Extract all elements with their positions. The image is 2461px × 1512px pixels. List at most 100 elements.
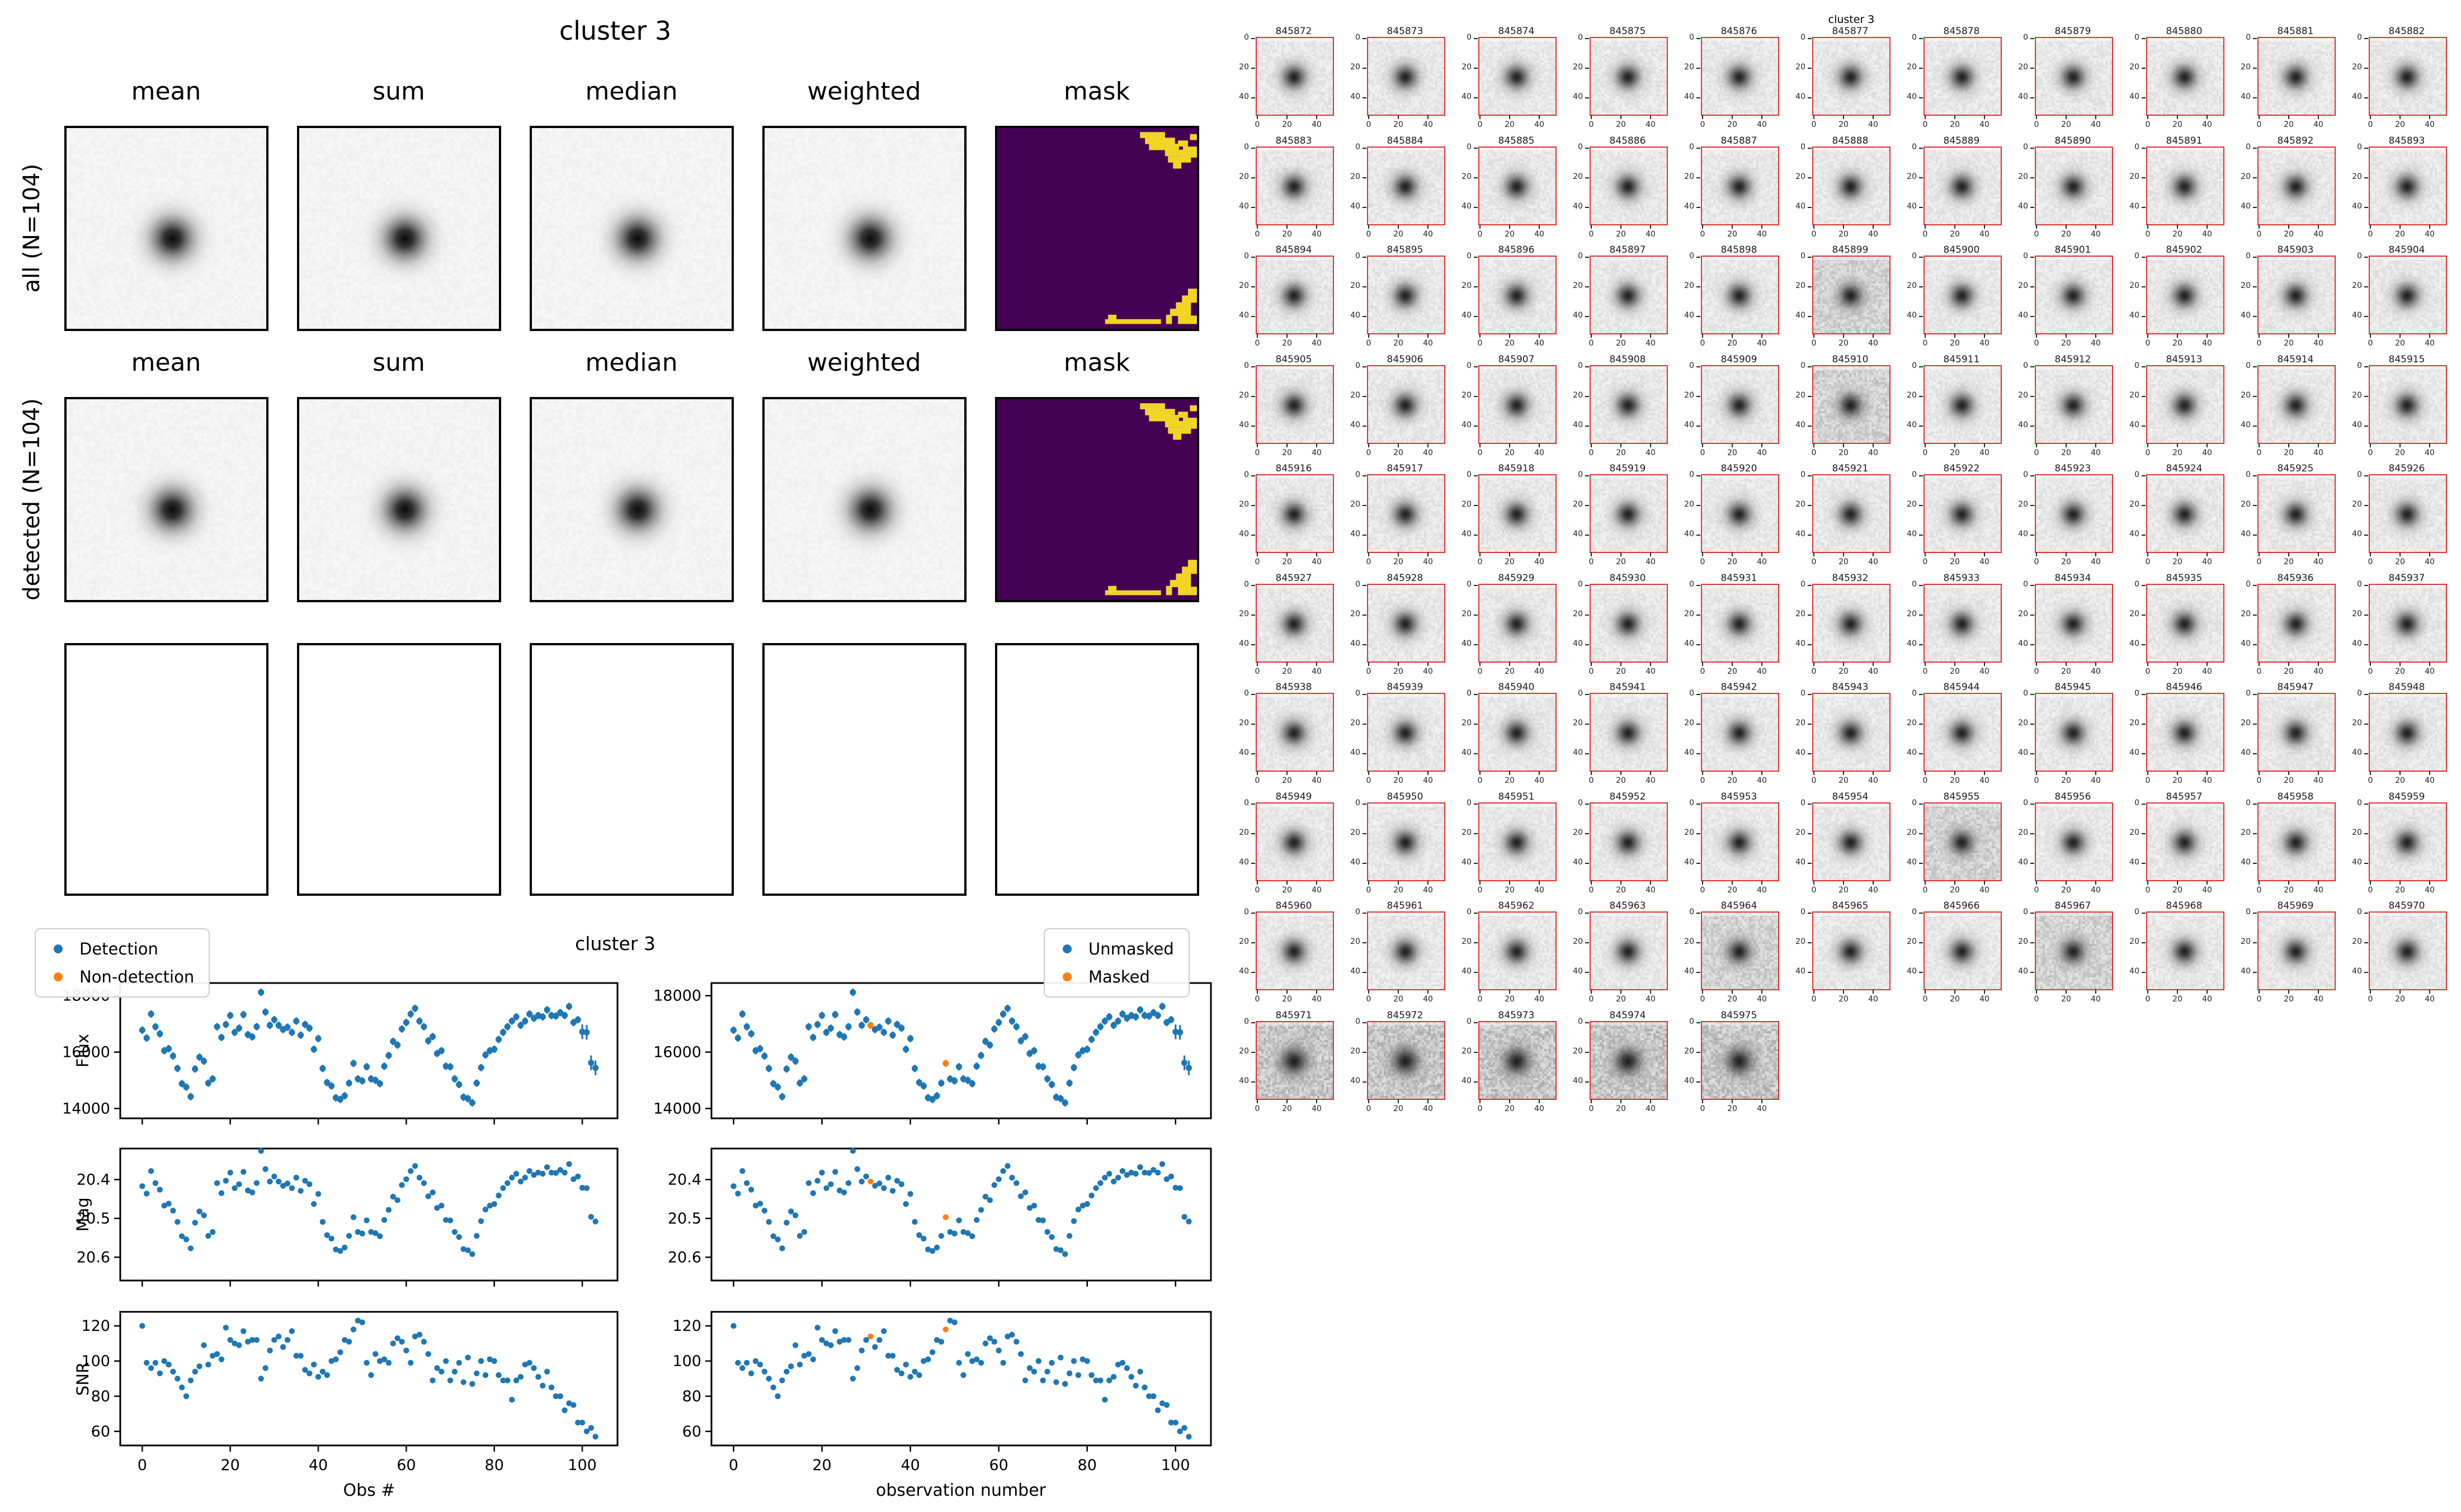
- data-point: [372, 1077, 379, 1084]
- cutout-id-label: 845876: [1720, 26, 1757, 37]
- cutout-ytick-label: 0: [1578, 1017, 1583, 1026]
- cutout-xtick-mark: [2259, 662, 2260, 666]
- cutout-xtick-mark: [1650, 662, 1651, 666]
- cutout-xtick-label: 40: [2313, 667, 2323, 676]
- cutout-ytick-mark: [1474, 833, 1478, 834]
- cutout-image: [2146, 37, 2224, 116]
- cutout-ytick-mark: [1585, 1022, 1589, 1023]
- ytick-label: 80: [91, 1388, 110, 1405]
- data-point: [805, 1180, 812, 1186]
- cutout-id-label: 845873: [1387, 26, 1423, 37]
- data-point: [342, 1337, 348, 1343]
- cutout-ytick-label: 40: [2241, 201, 2251, 211]
- ytick-label: 120: [672, 1317, 701, 1335]
- data-point: [1106, 1013, 1112, 1020]
- cutout-xtick-mark: [1316, 880, 1317, 885]
- cutout-id-label: 845949: [1275, 791, 1312, 802]
- data-point: [801, 1353, 808, 1359]
- cutout-xtick-mark: [1954, 334, 1955, 338]
- cutout-image: [2369, 146, 2447, 225]
- data-point: [766, 1218, 772, 1225]
- data-point: [148, 1365, 154, 1371]
- cutout-xtick-label: 40: [1646, 776, 1656, 785]
- data-point: [916, 1079, 923, 1086]
- cutout-ytick-label: 0: [1800, 361, 1805, 370]
- cutout-ytick-label: 0: [1467, 579, 1472, 589]
- data-point: [456, 1081, 463, 1088]
- cutout-ytick-label: 0: [2134, 252, 2139, 261]
- cutout-ytick-mark: [1585, 475, 1589, 476]
- data-point: [991, 1182, 997, 1188]
- cutout-ytick-mark: [2253, 425, 2257, 427]
- cutout-xtick-mark: [1843, 115, 1844, 119]
- cutout-ytick-mark: [2253, 395, 2257, 397]
- cutout-ytick-mark: [1251, 177, 1255, 178]
- cutout-xtick-label: 40: [1534, 995, 1544, 1004]
- data-point: [1079, 1356, 1086, 1363]
- data-point: [298, 1188, 304, 1194]
- cutout-ytick-label: 40: [1350, 1076, 1360, 1085]
- cutout-xtick-label: 40: [1646, 339, 1656, 348]
- cutout-ytick-mark: [2142, 475, 2146, 476]
- cutout-image: [2369, 583, 2447, 663]
- data-point: [218, 1356, 225, 1363]
- cutout-ytick-label: 20: [1573, 1046, 1583, 1056]
- cutout-xtick-mark: [1591, 334, 1592, 338]
- cutout-xtick-mark: [1761, 662, 1762, 666]
- cutout-ytick-label: 0: [1578, 361, 1583, 370]
- data-point: [280, 1344, 286, 1350]
- cutout-ytick-mark: [1474, 425, 1478, 427]
- data-point: [390, 1038, 397, 1045]
- data-point: [1110, 1022, 1117, 1029]
- cutout-image: [2369, 474, 2447, 553]
- data-point: [205, 1080, 211, 1086]
- cutout-xtick-mark: [1620, 990, 1621, 994]
- cutout-ytick-label: 40: [1684, 967, 1694, 976]
- data-point: [187, 1377, 194, 1383]
- cutout-xtick-label: 20: [1282, 1104, 1292, 1113]
- cutout-ytick-label: 40: [2018, 420, 2028, 429]
- cutout-ytick-label: 0: [2357, 361, 2362, 370]
- cutout-image: [2369, 365, 2447, 444]
- data-point: [258, 1376, 264, 1382]
- cutout-ytick-mark: [2030, 753, 2034, 754]
- data-point: [192, 1220, 198, 1226]
- cutout-id-label: 845928: [1387, 572, 1423, 584]
- cutout-ytick-mark: [1362, 913, 1366, 914]
- data-point: [337, 1248, 343, 1254]
- cutout-ytick-label: 0: [1578, 252, 1583, 261]
- cutout-xtick-mark: [1813, 990, 1814, 994]
- data-point: [355, 1317, 361, 1324]
- cutout-ytick-label: 20: [1573, 63, 1583, 72]
- cutout-ytick-label: 0: [1912, 33, 1917, 42]
- cutout-ytick-label: 40: [2241, 748, 2251, 757]
- cutout-ytick-mark: [2030, 475, 2034, 476]
- cutout-ytick-label: 0: [1912, 689, 1917, 698]
- data-point: [996, 1019, 1002, 1026]
- cutout-ytick-mark: [1696, 147, 1700, 149]
- data-point: [735, 1359, 741, 1366]
- cutout-xtick-mark: [1286, 334, 1288, 338]
- cutout-xtick-label: 20: [1616, 995, 1626, 1004]
- cutout-xtick-label: 40: [2425, 339, 2435, 348]
- cutout-xtick-mark: [1316, 334, 1317, 338]
- cutout-ytick-mark: [1474, 505, 1478, 506]
- cutout-xtick-label: 20: [2395, 667, 2405, 676]
- data-point: [421, 1023, 427, 1030]
- cutout-image: [1923, 911, 2002, 990]
- cutout-image: [1923, 474, 2002, 553]
- legend-label-unmasked: Unmasked: [1088, 939, 1174, 958]
- cutout-xtick-label: 40: [2091, 339, 2101, 348]
- data-point: [346, 1080, 352, 1086]
- data-point: [276, 1333, 282, 1340]
- cutout-ytick-mark: [1251, 38, 1255, 39]
- cutout-ytick-mark: [1362, 316, 1366, 317]
- cutout-xtick-mark: [1316, 115, 1317, 119]
- cutout-xtick-mark: [1873, 771, 1874, 775]
- cutout-xtick-label: 20: [1505, 776, 1515, 785]
- data-point: [1142, 1385, 1148, 1391]
- cutout-xtick-label: 20: [1616, 557, 1626, 566]
- cutout-ytick-mark: [1362, 1051, 1366, 1053]
- cutout-ytick-mark: [1808, 38, 1812, 39]
- cutout-id-label: 845910: [1832, 353, 1869, 365]
